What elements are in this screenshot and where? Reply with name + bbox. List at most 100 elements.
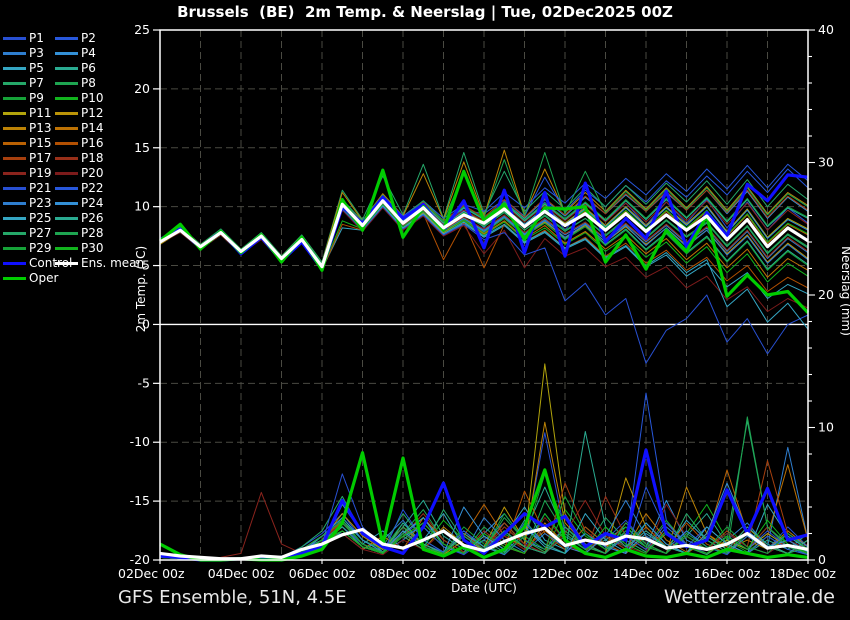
- series-line-Ensmean-temp: [159, 199, 809, 269]
- xtick-label: 12Dec 00z: [532, 566, 599, 581]
- legend-color-dash-icon: [3, 247, 26, 250]
- legend-item-P11: P11: [3, 106, 55, 121]
- legend-item-P23: P23: [3, 196, 55, 211]
- legend-color-dash-icon: [55, 127, 78, 130]
- ytick-left-label: -5: [138, 375, 150, 390]
- legend-color-dash-icon: [55, 37, 78, 40]
- xtick-label: 08Dec 00z: [370, 566, 437, 581]
- legend-item-label: P30: [81, 241, 104, 255]
- legend-item-P30: P30: [55, 241, 104, 256]
- y-axis-label-left: 2m Temp. (°C): [134, 245, 148, 333]
- legend-item-label: P14: [81, 121, 104, 135]
- ytick-right-label: 20: [818, 287, 834, 302]
- legend-color-dash-icon: [55, 82, 78, 85]
- legend-item-label: P24: [81, 196, 104, 210]
- legend-color-dash-icon: [55, 97, 78, 100]
- legend-color-dash-icon: [3, 172, 26, 175]
- ytick-left-label: 20: [134, 81, 150, 96]
- legend-item-P18: P18: [55, 151, 104, 166]
- legend-item-label: P22: [81, 181, 104, 195]
- legend-color-dash-icon: [3, 37, 26, 40]
- ytick-left-label: -20: [130, 552, 150, 567]
- legend-item-label: P16: [81, 136, 104, 150]
- legend-item-P14: P14: [55, 121, 104, 136]
- legend-color-dash-icon: [3, 97, 26, 100]
- ytick-left-label: -10: [130, 434, 150, 449]
- legend-item-label: P25: [29, 211, 52, 225]
- legend-item-label: P26: [81, 211, 104, 225]
- legend-item-P25: P25: [3, 211, 55, 226]
- legend-color-dash-icon: [3, 142, 26, 145]
- legend-row: P1 P2: [3, 31, 144, 46]
- legend-item-label: P19: [29, 166, 52, 180]
- legend-item-P9: P9: [3, 91, 55, 106]
- legend-row: P3 P4: [3, 46, 144, 61]
- legend-row: P7 P8: [3, 76, 144, 91]
- legend-row: P27 P28: [3, 226, 144, 241]
- legend-item-P3: P3: [3, 46, 55, 61]
- legend-color-dash-icon: [3, 112, 26, 115]
- legend-item-Control: Control: [3, 256, 72, 271]
- legend-row: P11 P12: [3, 106, 144, 121]
- ytick-left-label: 5: [142, 258, 150, 273]
- ytick-left-label: 15: [134, 140, 150, 155]
- legend-row: P13 P14: [3, 121, 144, 136]
- legend-color-dash-icon: [55, 262, 78, 265]
- legend-item-P19: P19: [3, 166, 55, 181]
- xtick-label: 04Dec 00z: [208, 566, 275, 581]
- legend-color-dash-icon: [55, 67, 78, 70]
- legend-row: P23 P24: [3, 196, 144, 211]
- legend: P1 P2 P3 P4 P5 P6 P7 P8 P9 P10 P11 P12 P13 P14 P15 P16 P…: [3, 31, 144, 286]
- legend-color-dash-icon: [55, 112, 78, 115]
- legend-color-dash-icon: [55, 217, 78, 220]
- legend-item-label: P9: [29, 91, 44, 105]
- legend-item-P15: P15: [3, 136, 55, 151]
- legend-item-label: P4: [81, 46, 96, 60]
- xtick-label: 02Dec 00z: [118, 566, 185, 581]
- legend-color-dash-icon: [3, 157, 26, 160]
- ytick-right-label: 40: [818, 22, 834, 37]
- site-watermark: Wetterzentrale.de: [663, 586, 835, 608]
- x-axis-label: Date (UTC): [451, 581, 517, 595]
- legend-color-dash-icon: [3, 217, 26, 220]
- legend-row: P21 P22: [3, 181, 144, 196]
- legend-color-dash-icon: [3, 202, 26, 205]
- legend-item-P29: P29: [3, 241, 55, 256]
- xtick-label: 14Dec 00z: [613, 566, 680, 581]
- ytick-left-label: 10: [134, 199, 150, 214]
- legend-item-P17: P17: [3, 151, 55, 166]
- xtick-label: 18Dec 00z: [769, 566, 836, 581]
- legend-item-P6: P6: [55, 61, 96, 76]
- legend-item-P13: P13: [3, 121, 55, 136]
- legend-item-label: P21: [29, 181, 52, 195]
- legend-color-dash-icon: [3, 127, 26, 130]
- legend-color-dash-icon: [55, 52, 78, 55]
- y-axis-label-right: Neerslag (mm): [839, 246, 850, 336]
- legend-row: P15 P16: [3, 136, 144, 151]
- legend-item-P4: P4: [55, 46, 96, 61]
- legend-color-dash-icon: [3, 82, 26, 85]
- legend-item-label: P10: [81, 91, 104, 105]
- legend-item-P8: P8: [55, 76, 96, 91]
- ytick-left-label: 25: [134, 22, 150, 37]
- legend-row: P19 P20: [3, 166, 144, 181]
- model-run-caption: GFS Ensemble, 51N, 4.5E: [118, 587, 347, 608]
- legend-color-dash-icon: [55, 172, 78, 175]
- legend-item-label: P7: [29, 76, 44, 90]
- legend-row: P17 P18: [3, 151, 144, 166]
- legend-item-label: P11: [29, 106, 52, 120]
- legend-item-P1: P1: [3, 31, 55, 46]
- legend-item-label: P3: [29, 46, 44, 60]
- legend-item-Oper: Oper: [3, 271, 58, 286]
- legend-row: P25 P26: [3, 211, 144, 226]
- legend-row: Control Ens. mean: [3, 256, 144, 271]
- legend-item-P7: P7: [3, 76, 55, 91]
- ytick-right-label: 0: [818, 552, 826, 567]
- ytick-left-label: 0: [142, 316, 150, 331]
- legend-color-dash-icon: [55, 202, 78, 205]
- legend-item-Ensmean: Ens. mean: [55, 256, 144, 271]
- legend-item-P26: P26: [55, 211, 104, 226]
- legend-row: P9 P10: [3, 91, 144, 106]
